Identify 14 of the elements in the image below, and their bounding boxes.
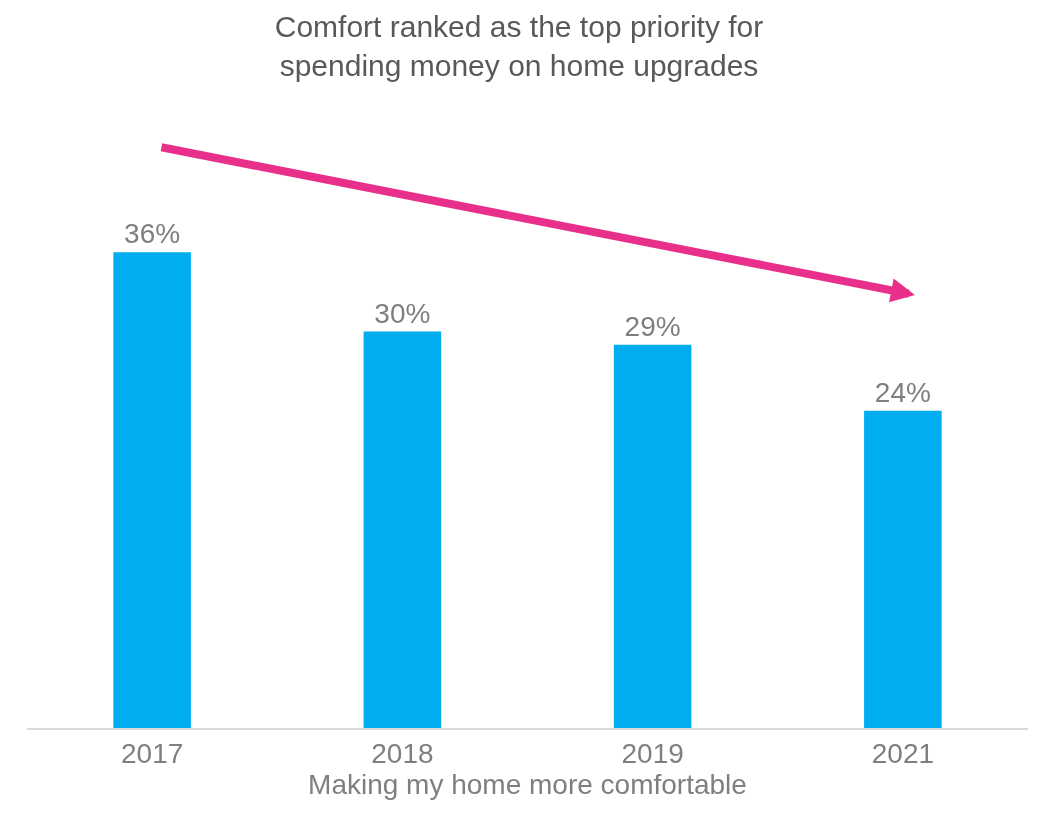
data-label: 30%	[374, 297, 431, 329]
bar	[864, 410, 942, 728]
x-axis-title: Making my home more comfortable	[308, 769, 747, 801]
x-tick-label: 2017	[120, 738, 184, 770]
bar	[363, 331, 442, 728]
data-label: 36%	[124, 218, 181, 250]
bar	[613, 344, 692, 728]
x-tick-label: 2019	[621, 738, 684, 770]
x-tick-label: 2021	[871, 738, 935, 770]
bar	[113, 252, 191, 728]
chart-title: Comfort ranked as the top priority for spending money on home upgrades	[274, 10, 764, 83]
data-label: 29%	[624, 310, 681, 342]
data-label: 24%	[874, 376, 931, 408]
x-tick-label: 2018	[371, 738, 434, 770]
